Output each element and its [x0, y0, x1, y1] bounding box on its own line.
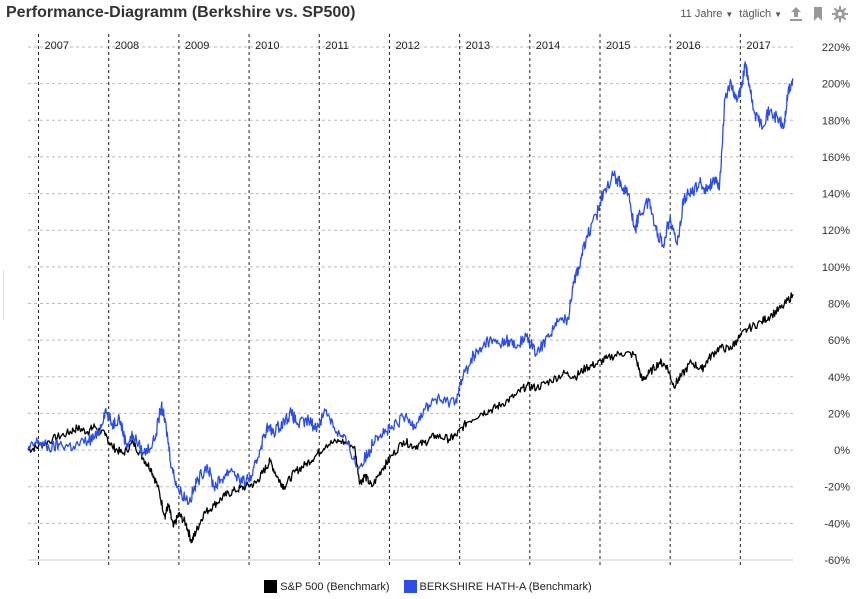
x-tick-label: 2012 — [395, 40, 419, 52]
y-tick-label: 20% — [828, 408, 850, 420]
y-tick-label: 0% — [834, 445, 850, 457]
x-tick-label: 2017 — [746, 40, 770, 52]
performance-chart: 2007 2008 2009 2010 2011 2012 2013 2014 2015 2016… — [27, 34, 850, 567]
y-tick-label: 100% — [822, 262, 850, 274]
legend-label-sp500: S&P 500 (Benchmark) — [280, 580, 390, 593]
y-tick-label: 120% — [822, 225, 850, 237]
chart-legend: S&P 500 (Benchmark) BERKSHIRE HATH-A (Be… — [0, 580, 856, 593]
left-edge-marker — [3, 270, 4, 320]
y-tick-label: -40% — [824, 518, 850, 530]
y-tick-label: 160% — [822, 152, 850, 164]
x-tick-label: 2007 — [45, 40, 69, 52]
chart-title: Performance-Diagramm (Berkshire vs. SP50… — [6, 4, 356, 21]
chevron-down-icon: ▼ — [725, 9, 734, 19]
series-layer — [27, 61, 794, 544]
x-tick-label: 2011 — [325, 40, 349, 52]
x-tick-label: 2010 — [255, 40, 279, 52]
legend-item-sp500[interactable]: S&P 500 (Benchmark) — [264, 580, 390, 593]
y-tick-label: 40% — [828, 372, 850, 384]
series-line-sp500 — [27, 292, 794, 544]
x-tick-label: 2016 — [676, 40, 700, 52]
x-tick-label: 2008 — [115, 40, 139, 52]
y-tick-label: -60% — [824, 555, 850, 567]
y-tick-label: 140% — [822, 189, 850, 201]
grid-layer — [28, 34, 793, 566]
y-tick-label: 200% — [822, 79, 850, 91]
gear-icon[interactable] — [832, 6, 848, 22]
bookmark-icon[interactable] — [810, 6, 826, 22]
y-tick-label: 60% — [828, 335, 850, 347]
legend-swatch-berkshire — [403, 580, 417, 593]
y-tick-label: -20% — [824, 482, 850, 494]
series-line-berkshire — [27, 61, 794, 505]
interval-dropdown[interactable]: täglich ▼ — [739, 8, 782, 20]
range-label: 11 Jahre — [680, 8, 723, 20]
x-tick-label: 2009 — [185, 40, 209, 52]
legend-swatch-sp500 — [264, 580, 278, 593]
chart-controls: 11 Jahre ▼ täglich ▼ — [680, 6, 848, 22]
legend-label-berkshire: BERKSHIRE HATH-A (Benchmark) — [419, 580, 592, 593]
range-dropdown[interactable]: 11 Jahre ▼ — [680, 8, 733, 20]
y-axis-labels: 220% 200% 180% 160% 140% 120% 100% 80% 60% 40% 20%… — [822, 42, 850, 567]
x-axis-labels: 2007 2008 2009 2010 2011 2012 2013 2014 2015 2016… — [45, 40, 771, 52]
upload-icon[interactable] — [788, 6, 804, 22]
y-tick-label: 80% — [828, 299, 850, 311]
y-tick-label: 180% — [822, 115, 850, 127]
y-tick-label: 220% — [822, 42, 850, 54]
legend-item-berkshire[interactable]: BERKSHIRE HATH-A (Benchmark) — [403, 580, 592, 593]
x-tick-label: 2015 — [606, 40, 630, 52]
interval-label: täglich — [739, 8, 772, 20]
x-tick-label: 2014 — [536, 40, 560, 52]
x-tick-label: 2013 — [466, 40, 490, 52]
chevron-down-icon: ▼ — [774, 9, 782, 19]
